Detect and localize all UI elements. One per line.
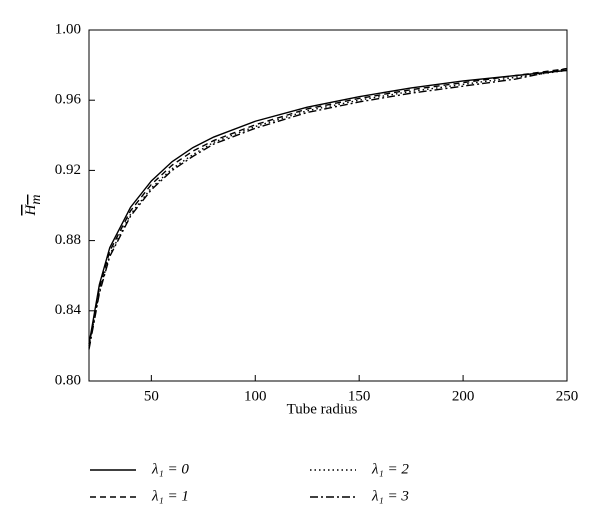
y-axis-label: Hm [23,195,44,217]
series-line [88,67,568,350]
legend-label: λ₁ = 2 [371,461,409,477]
y-tick-label: 0.92 [55,162,81,178]
y-tick-label: 0.96 [55,92,82,108]
series-line [88,67,568,347]
x-tick-label: 100 [244,388,267,404]
legend-label: λ₁ = 1 [151,488,189,504]
y-label-sub: m [29,195,44,205]
plot-frame [88,29,568,382]
x-tick-label: 200 [452,388,475,404]
x-tick-label: 150 [348,388,371,404]
x-tick-label: 250 [556,388,579,404]
series-line [88,69,568,345]
series-line [88,69,568,348]
x-tick-label: 50 [144,388,159,404]
y-tick-label: 0.88 [55,232,81,248]
y-label-main: H [23,203,39,216]
y-tick-label: 0.84 [55,302,82,318]
legend-label: λ₁ = 3 [371,488,409,504]
legend-label: λ₁ = 0 [151,461,189,477]
y-axis-label-group: Hm [23,195,44,217]
y-tick-label: 1.00 [55,21,81,37]
x-axis-label: Tube radius [287,401,358,417]
y-tick-label: 0.80 [55,372,81,388]
